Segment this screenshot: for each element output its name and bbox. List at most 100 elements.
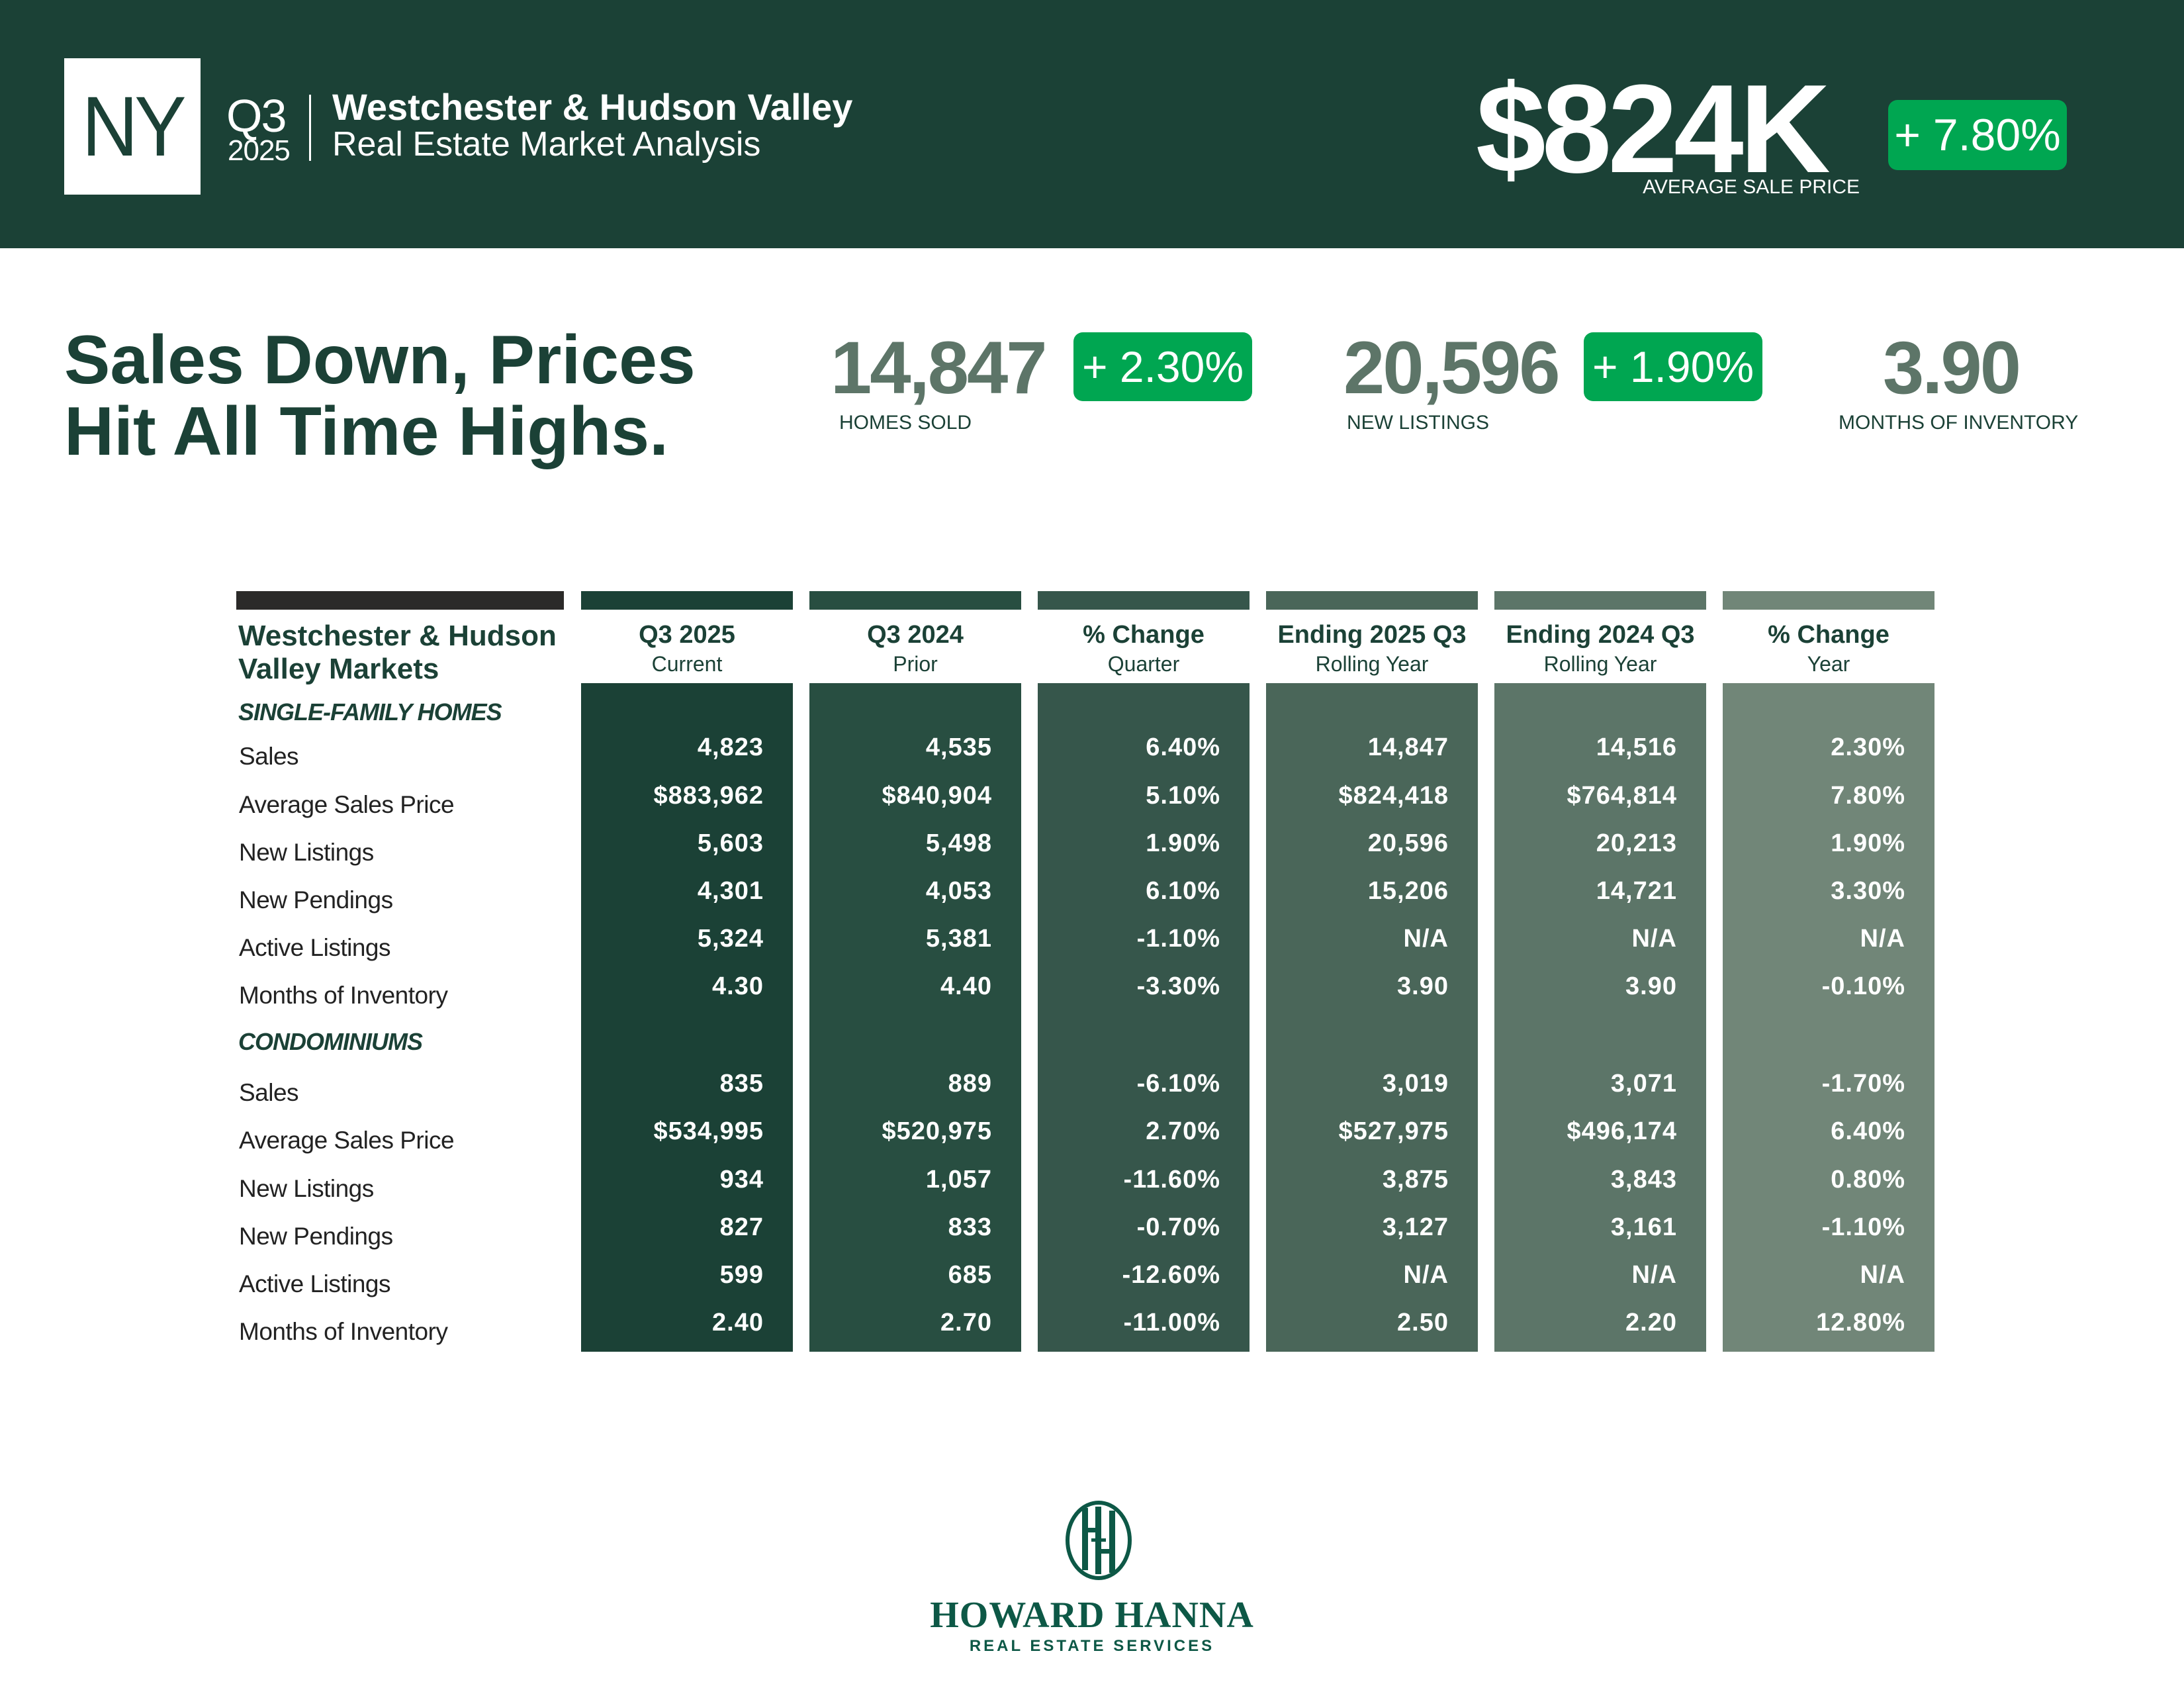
- column-body: 4,535 $840,904 5,498 4,053 5,381 4.40 889 $520,…: [809, 683, 1021, 1352]
- column-title: Ending 2025 Q3: [1277, 621, 1467, 649]
- column-body: 14,516 $764,814 20,213 14,721 N/A 3.90 3,071 $4…: [1494, 683, 1706, 1352]
- column-header: Ending 2024 Q3 Rolling Year: [1494, 619, 1706, 677]
- table-cell: 1.90%: [1831, 829, 1905, 857]
- table-cell: 3,161: [1610, 1213, 1677, 1241]
- header-band: [0, 0, 2184, 248]
- kpi-homes-sold-value: 14,847: [831, 326, 1048, 409]
- column-body: 2.30% 7.80% 1.90% 3.30% N/A -0.10% -1.70% 6.40%…: [1723, 683, 1934, 1352]
- table-cell: 14,516: [1596, 733, 1677, 761]
- table-cell: 3,875: [1382, 1166, 1449, 1194]
- table-cell: 15,206: [1367, 877, 1449, 905]
- average-sale-price-change-badge: + 7.80%: [1888, 100, 2067, 170]
- column-title: Q3 2025: [639, 621, 735, 649]
- table-cell: $840,904: [882, 782, 992, 810]
- table-cell: 1.90%: [1146, 829, 1220, 857]
- table-cell: -12.60%: [1122, 1261, 1220, 1289]
- kpi-new-listings-label: NEW LISTINGS: [1347, 412, 1490, 434]
- section-label: CONDOMINIUMS: [238, 1028, 423, 1055]
- table-cell: 5,603: [697, 829, 764, 857]
- table-cell: 2.30%: [1831, 733, 1905, 761]
- table-cell: -1.70%: [1821, 1070, 1905, 1098]
- column-header-bar: [581, 591, 793, 610]
- column-subtitle: Rolling Year: [1315, 652, 1429, 676]
- table-cell: $534,995: [653, 1117, 764, 1145]
- table-cell: N/A: [1403, 1261, 1449, 1289]
- column-header-bar: [809, 591, 1021, 610]
- row-label: New Listings: [239, 1175, 374, 1202]
- column-header: % Change Quarter: [1038, 619, 1250, 677]
- table-cell: -11.60%: [1123, 1166, 1220, 1194]
- table-cell: 2.70: [940, 1309, 992, 1336]
- table-cell: 14,721: [1596, 877, 1677, 905]
- company-tagline: REAL ESTATE SERVICES: [969, 1637, 1215, 1655]
- section-label: SINGLE-FAMILY HOMES: [238, 698, 502, 726]
- row-label: New Listings: [239, 839, 374, 866]
- howard-hanna-monogram-logo: [1066, 1501, 1132, 1580]
- table-cell: 4,301: [697, 877, 764, 905]
- table-cell: 889: [948, 1070, 992, 1098]
- table-cell: 3,071: [1610, 1070, 1677, 1098]
- row-label: New Pendings: [239, 886, 393, 914]
- table-cell: 3.90: [1397, 972, 1449, 1000]
- table-cell: 2.20: [1625, 1309, 1677, 1336]
- table-cell: 12.80%: [1816, 1309, 1905, 1336]
- table-cell: $883,962: [653, 782, 764, 810]
- table-cell: 20,213: [1596, 829, 1677, 857]
- row-label: Months of Inventory: [239, 1318, 448, 1345]
- column-body: 6.40% 5.10% 1.90% 6.10% -1.10% -3.30% -6.10% 2.…: [1038, 683, 1250, 1352]
- row-label: Months of Inventory: [239, 982, 448, 1009]
- row-label: Average Sales Price: [239, 1127, 455, 1154]
- table-cell: N/A: [1860, 925, 1905, 953]
- table-cell: 5,498: [925, 829, 992, 857]
- column-title: Q3 2024: [867, 621, 964, 649]
- table-cell: 934: [719, 1166, 764, 1194]
- table-cell: 0.80%: [1831, 1166, 1905, 1194]
- table-cell: $520,975: [882, 1117, 992, 1145]
- table-cell: 3.30%: [1831, 877, 1905, 905]
- table-cell: 4.30: [712, 972, 764, 1000]
- table-cell: N/A: [1403, 925, 1449, 953]
- kpi-months-of-inventory-label: MONTHS OF INVENTORY: [1839, 412, 2079, 434]
- kpi-new-listings-value: 20,596: [1343, 326, 1561, 409]
- table-cell: -3.30%: [1136, 972, 1220, 1000]
- kpi-months-of-inventory-value: 3.90: [1883, 326, 2021, 409]
- column-subtitle: Current: [651, 652, 723, 676]
- table-cell: $496,174: [1567, 1117, 1677, 1145]
- column-header-bar: [1494, 591, 1706, 610]
- table-cell: 2.50: [1397, 1309, 1449, 1336]
- table-cell: N/A: [1860, 1261, 1905, 1289]
- table-cell: 599: [719, 1261, 764, 1289]
- column-header: Q3 2025 Current: [581, 619, 793, 677]
- state-label: NY: [81, 79, 187, 174]
- row-label: Active Listings: [239, 934, 391, 961]
- table-cell: 3.90: [1625, 972, 1677, 1000]
- table-cell: 1,057: [925, 1166, 992, 1194]
- quarter-label: Q3: [226, 90, 287, 142]
- headline-line-1: Sales Down, Prices: [64, 322, 696, 399]
- table-cell: 2.40: [712, 1309, 764, 1336]
- table-cell: 3,019: [1382, 1070, 1449, 1098]
- kpi-homes-sold-label: HOMES SOLD: [839, 412, 972, 434]
- row-label: Active Listings: [239, 1270, 391, 1297]
- average-sale-price-value: $824K: [1476, 59, 1831, 199]
- column-title: % Change: [1083, 621, 1205, 649]
- table-cell: 7.80%: [1831, 782, 1905, 810]
- table-cell: -0.70%: [1136, 1213, 1220, 1241]
- table-cell: N/A: [1631, 925, 1677, 953]
- table-cell: -0.10%: [1821, 972, 1905, 1000]
- kpi-new-listings-change-badge: + 1.90%: [1584, 332, 1762, 401]
- table-cell: 3,127: [1382, 1213, 1449, 1241]
- table-cell: 20,596: [1367, 829, 1449, 857]
- table-cell: 4,053: [925, 877, 992, 905]
- table-cell: -6.10%: [1136, 1070, 1220, 1098]
- table-cell: 4,823: [697, 733, 764, 761]
- column-title: % Change: [1768, 621, 1889, 649]
- headline-line-2: Hit All Time Highs.: [64, 393, 668, 470]
- table-cell: 6.40%: [1831, 1117, 1905, 1145]
- column-title: Ending 2024 Q3: [1506, 621, 1695, 649]
- table-cell: 2.70%: [1146, 1117, 1220, 1145]
- table-cell: 4,535: [925, 733, 992, 761]
- column-header: Q3 2024 Prior: [809, 619, 1021, 677]
- table-cell: -11.00%: [1123, 1309, 1220, 1336]
- label-column-bar: [236, 591, 564, 610]
